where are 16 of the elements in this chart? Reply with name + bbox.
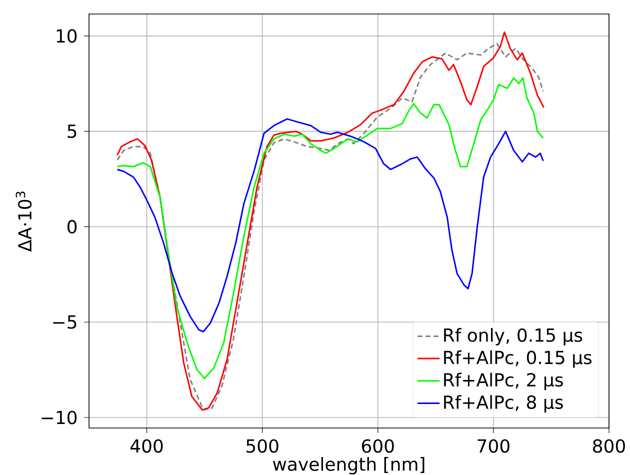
y-tick-label: −10 [42, 410, 77, 424]
y-tick-label: −5 [53, 315, 76, 329]
x-tick-label: 500 [246, 439, 278, 453]
y-tick-label: 10 [56, 29, 77, 43]
y-tick-label: 0 [68, 220, 77, 234]
legend-label: Rf+AlPc, 0.15 μs [444, 350, 592, 368]
x-tick-label: 600 [362, 439, 394, 453]
legend-label: Rf only, 0.15 μs [444, 328, 582, 346]
x-tick-label: 800 [593, 439, 625, 453]
legend-label: Rf+AlPc, 8 μs [444, 395, 563, 413]
legend-label: Rf+AlPc, 2 μs [444, 372, 563, 390]
y-tick-label: 5 [68, 124, 76, 138]
x-axis-title: wavelength [nm] [272, 457, 424, 474]
y-axis-title: ΔA·10$^{3}$ [16, 192, 32, 252]
x-tick-label: 700 [478, 439, 510, 453]
x-tick-label: 400 [130, 439, 163, 453]
